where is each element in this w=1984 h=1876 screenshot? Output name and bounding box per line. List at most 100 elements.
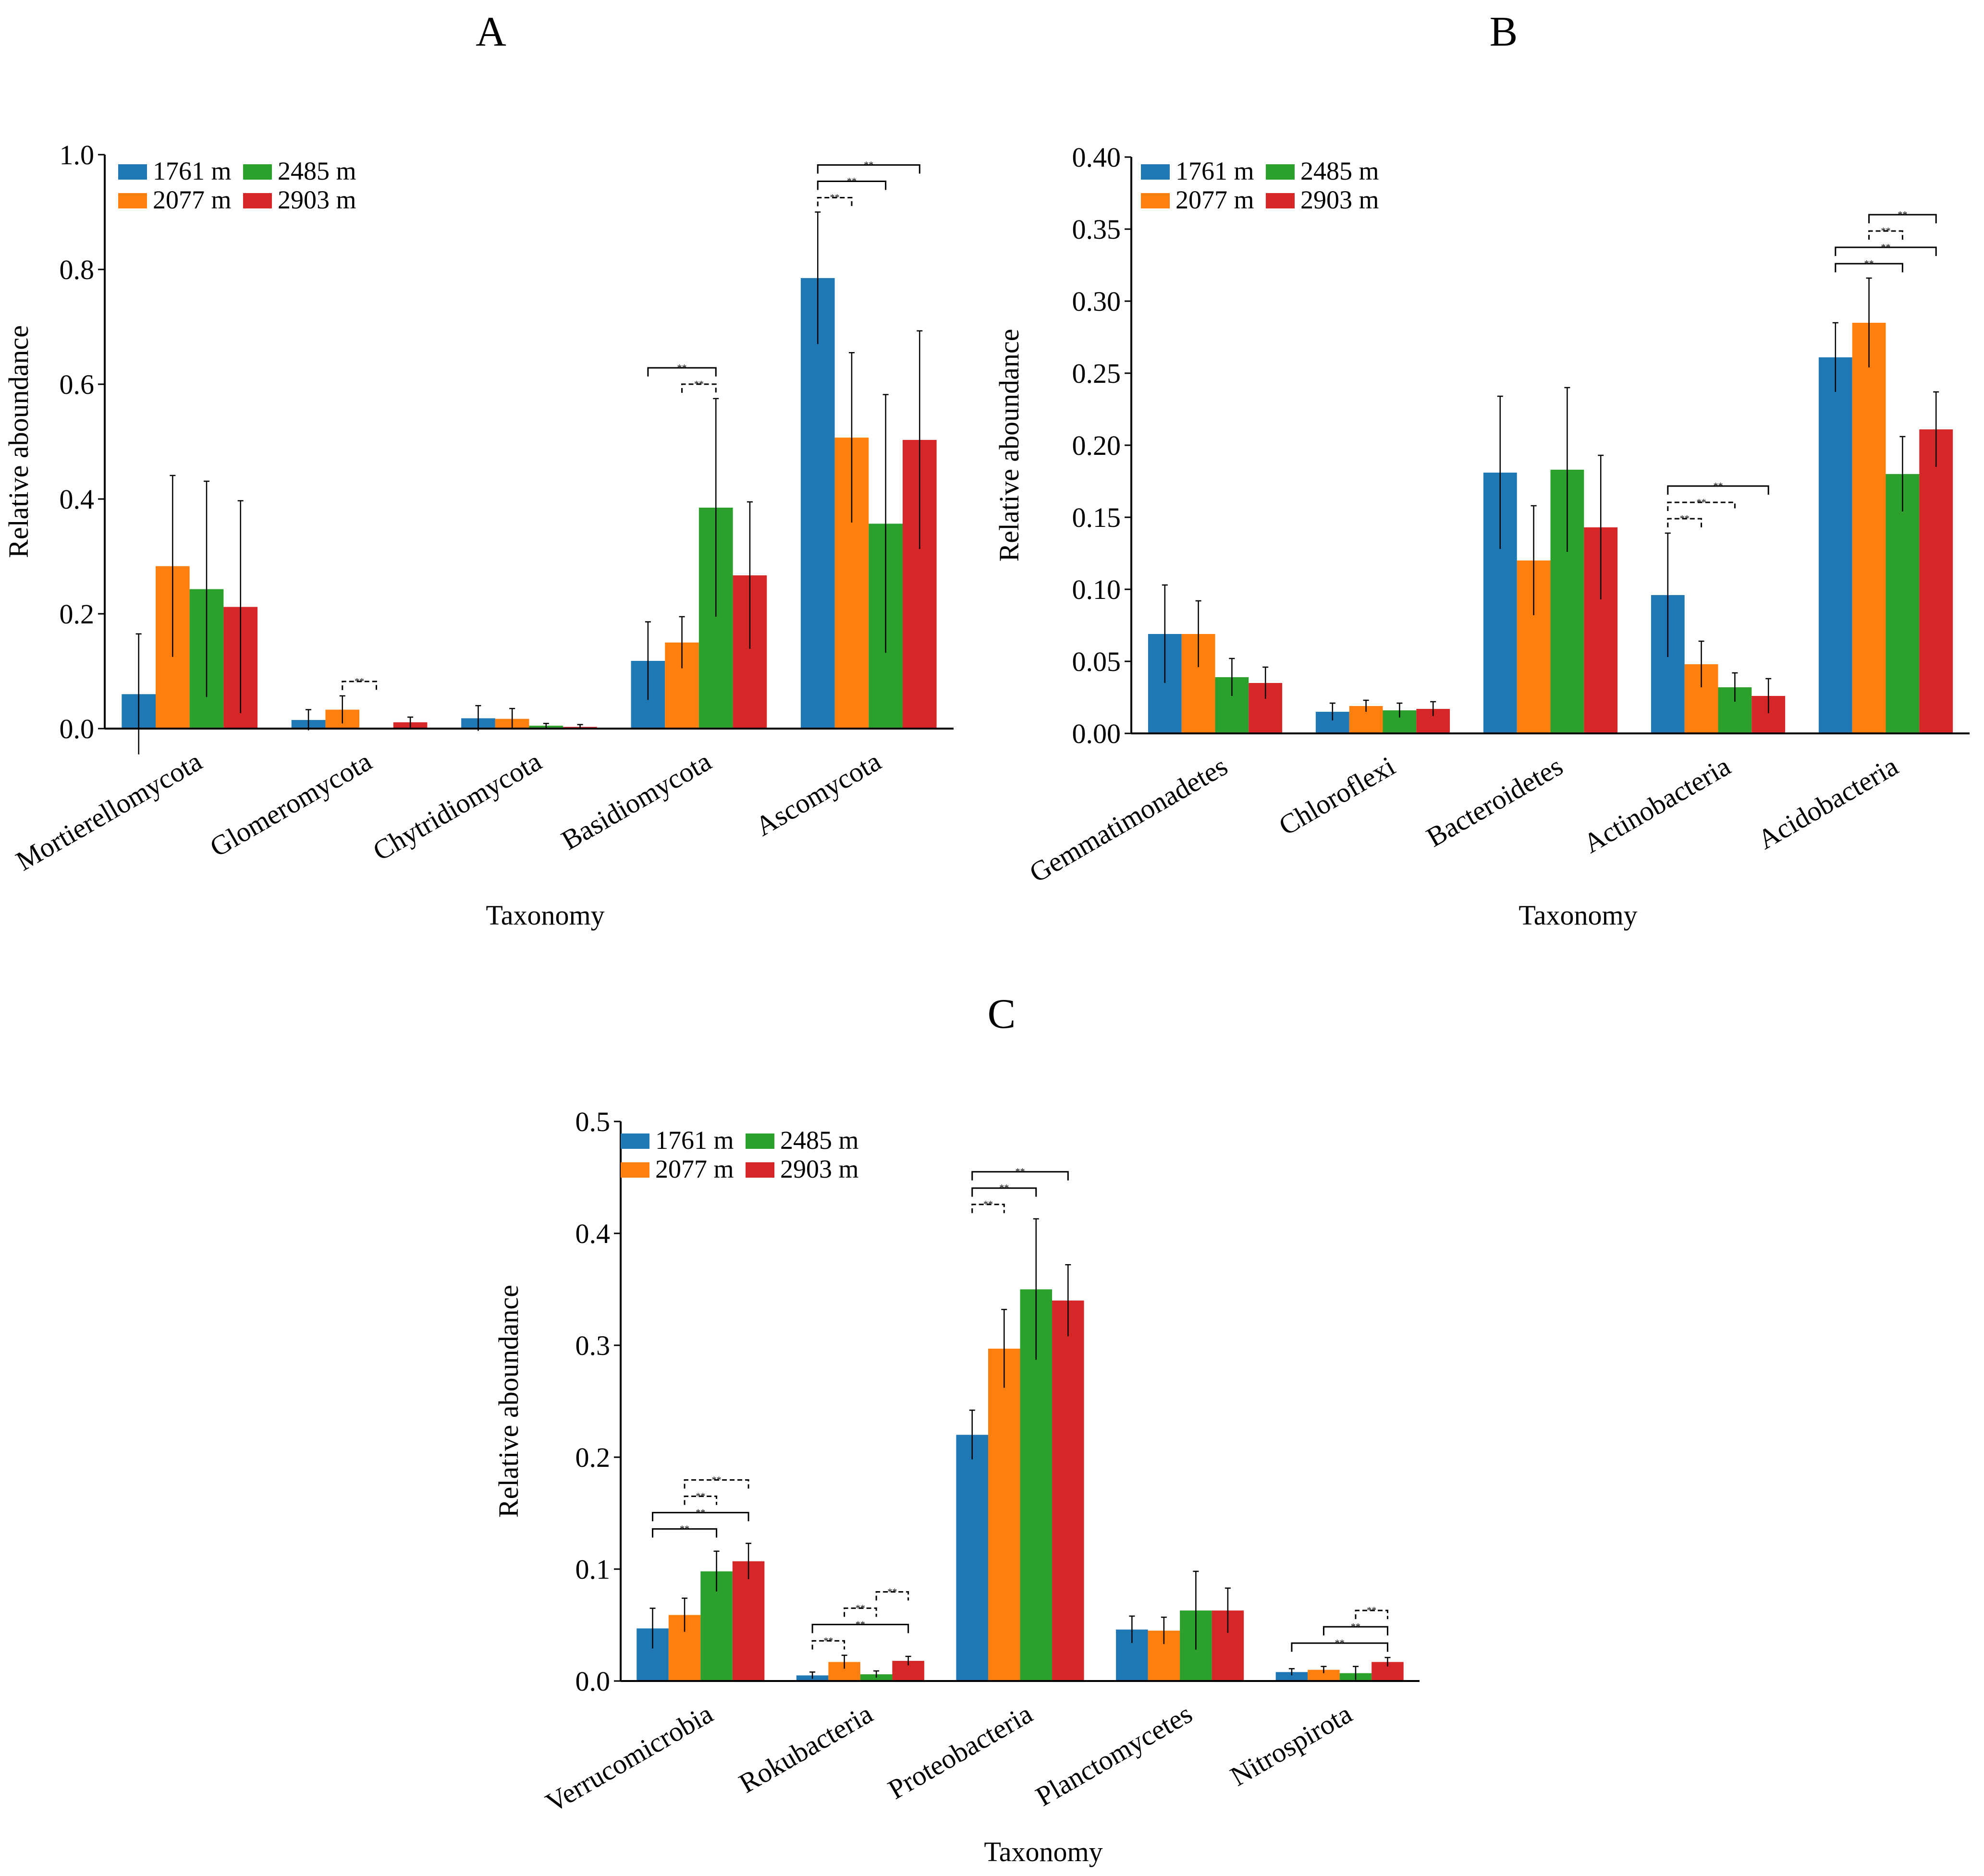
- x-category-label: Acidobacteria: [1752, 750, 1903, 855]
- legend-label: 2077 m: [1176, 185, 1254, 214]
- significance-mark: **: [830, 193, 840, 203]
- y-tick-label: 0.6: [60, 369, 95, 400]
- y-axis-title: Relative aboundance: [3, 325, 34, 558]
- y-axis-title: Relative aboundance: [993, 329, 1025, 562]
- x-category-label: Planctomycetes: [1030, 1698, 1198, 1812]
- legend-swatch: [243, 164, 272, 180]
- panel-title: B: [1490, 9, 1518, 55]
- significance-mark: **: [887, 1586, 897, 1597]
- significance-mark: **: [1881, 242, 1891, 253]
- significance-bracket: [342, 681, 377, 690]
- bar: [1052, 1300, 1084, 1681]
- significance-bracket: [1291, 1642, 1388, 1652]
- significance-bracket: [1835, 263, 1903, 272]
- legend-swatch: [1141, 193, 1170, 208]
- significance-mark: **: [983, 1199, 993, 1210]
- x-category-label: Nitrospirota: [1225, 1698, 1357, 1792]
- x-category-label: Chytridiomycota: [367, 745, 547, 867]
- legend-label: 1761 m: [1176, 157, 1254, 185]
- significance-mark: **: [1335, 1638, 1345, 1648]
- y-tick-label: 0.2: [60, 598, 95, 630]
- significance-mark: **: [696, 1507, 705, 1518]
- y-tick-label: 0.10: [1072, 574, 1121, 605]
- legend-label: 1761 m: [153, 157, 232, 185]
- y-tick-label: 0.15: [1072, 502, 1121, 533]
- legend-swatch: [1141, 164, 1170, 180]
- x-category-label: Proteobacteria: [882, 1698, 1038, 1805]
- legend-swatch: [118, 193, 147, 208]
- significance-mark: **: [823, 1635, 833, 1646]
- y-tick-label: 0.05: [1072, 646, 1121, 677]
- significance-bracket: [844, 1607, 877, 1617]
- legend-label: 2485 m: [780, 1126, 859, 1155]
- significance-mark: **: [847, 176, 857, 187]
- bar: [1818, 357, 1852, 733]
- panel-title: A: [476, 9, 506, 55]
- significance-bracket: [647, 367, 717, 377]
- y-tick-label: 0.4: [576, 1218, 611, 1249]
- significance-bracket: [811, 1623, 909, 1633]
- significance-mark: **: [1714, 481, 1723, 491]
- y-tick-label: 0.2: [576, 1442, 611, 1473]
- chart-panel-b: B 0.00 0.05 0.10 0.15 0.20 0.25 0.30 0.35 0.40 Gem…: [993, 9, 1970, 931]
- x-category-label: Chloroflexi: [1274, 750, 1400, 841]
- legend-label: 2903 m: [278, 185, 356, 214]
- significance-mark: **: [856, 1619, 865, 1630]
- significance-mark: **: [1016, 1167, 1025, 1177]
- significance-bracket: [652, 1511, 749, 1522]
- significance-mark: **: [999, 1183, 1009, 1194]
- y-tick-label: 0.30: [1072, 286, 1121, 317]
- bar: [1308, 1669, 1340, 1681]
- y-tick-label: 0.20: [1072, 430, 1121, 461]
- significance-bracket: [875, 1591, 909, 1601]
- y-tick-label: 0.0: [576, 1666, 611, 1697]
- x-category-label: Rokubacteria: [734, 1698, 878, 1799]
- y-tick-label: 0.4: [60, 484, 95, 515]
- significance-bracket: [971, 1204, 1005, 1213]
- bar: [956, 1435, 988, 1681]
- legend-label: 2077 m: [153, 185, 232, 214]
- significance-mark: **: [355, 676, 364, 687]
- significance-mark: **: [712, 1474, 722, 1485]
- legend-swatch: [746, 1162, 774, 1178]
- panel-title: C: [988, 991, 1016, 1037]
- bar: [732, 1561, 765, 1681]
- legend-label: 2903 m: [780, 1155, 859, 1183]
- significance-mark: **: [1367, 1605, 1376, 1616]
- x-category-label: Verrucomicrobia: [540, 1698, 718, 1818]
- legend-swatch: [1266, 164, 1295, 180]
- significance-mark: **: [1864, 258, 1874, 269]
- y-tick-label: 0.5: [576, 1106, 611, 1137]
- significance-mark: **: [856, 1603, 865, 1613]
- chart-panel-a: A 0.0 0.2 0.4 0.6 0.8 1.0 MortierellomycotaGlom…: [3, 9, 954, 931]
- significance-bracket: [1868, 214, 1937, 223]
- significance-bracket: [652, 1528, 718, 1538]
- significance-bracket: [1667, 518, 1702, 527]
- significance-bracket: [971, 1187, 1037, 1197]
- significance-bracket: [971, 1171, 1069, 1181]
- x-category-label: Actinobacteria: [1578, 750, 1736, 859]
- legend-swatch: [1266, 193, 1295, 208]
- significance-bracket: [817, 181, 887, 190]
- significance-mark: **: [1680, 513, 1690, 524]
- chart-panel-c: C 0.0 0.1 0.2 0.3 0.4 0.5 Verrucomicrobia Rokuba…: [493, 991, 1420, 1867]
- bar: [800, 278, 835, 729]
- bar: [1919, 429, 1953, 733]
- legend-label: 1761 m: [655, 1126, 734, 1155]
- significance-mark: **: [1881, 226, 1891, 236]
- significance-mark: **: [677, 363, 687, 373]
- bar: [1275, 1672, 1308, 1681]
- x-category-label: Glomeromycota: [205, 745, 377, 863]
- significance-mark: **: [1351, 1621, 1360, 1632]
- significance-mark: **: [1697, 497, 1706, 508]
- y-tick-label: 0.35: [1072, 214, 1121, 245]
- y-tick-label: 0.8: [60, 254, 95, 285]
- significance-bracket: [1835, 246, 1937, 256]
- y-tick-label: 0.0: [60, 713, 95, 744]
- x-axis-title: Taxonomy: [486, 900, 604, 931]
- y-tick-label: 0.1: [576, 1554, 611, 1585]
- significance-bracket: [1667, 501, 1736, 511]
- legend-label: 2485 m: [278, 157, 356, 185]
- legend-label: 2077 m: [655, 1155, 734, 1183]
- x-axis-title: Taxonomy: [984, 1836, 1102, 1867]
